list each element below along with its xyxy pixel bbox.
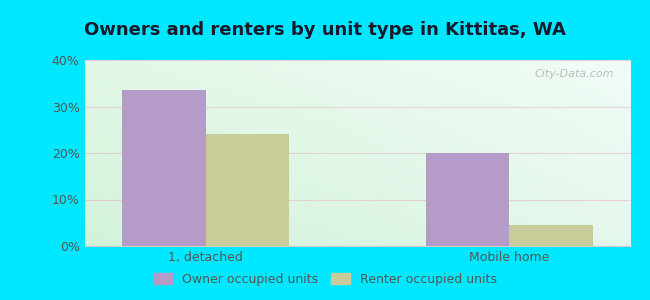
Bar: [509, 225, 593, 246]
Text: Owners and renters by unit type in Kittitas, WA: Owners and renters by unit type in Kitti…: [84, 21, 566, 39]
Bar: [206, 134, 289, 246]
Bar: [426, 153, 509, 246]
Legend: Owner occupied units, Renter occupied units: Owner occupied units, Renter occupied un…: [148, 268, 502, 291]
Bar: [122, 90, 206, 246]
Text: City-Data.com: City-Data.com: [534, 69, 614, 79]
